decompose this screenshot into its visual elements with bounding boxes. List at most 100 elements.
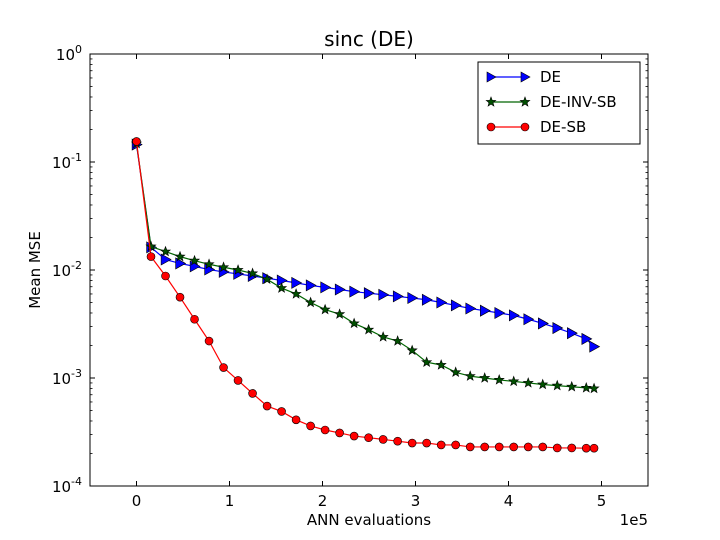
x-tick-label: 5 [597, 492, 607, 510]
data-point [551, 379, 563, 391]
data-point [450, 299, 462, 312]
data-point [349, 285, 361, 298]
data-point [494, 442, 504, 452]
data-point [421, 356, 433, 367]
data-point [246, 267, 259, 279]
x-tick-label: 0 [132, 492, 142, 510]
x-axis-label: ANN evaluations [307, 511, 431, 529]
data-point [145, 240, 157, 252]
data-point [261, 273, 273, 285]
series-de [131, 138, 601, 353]
data-point [406, 344, 418, 356]
data-point [508, 375, 520, 387]
data-point [291, 276, 303, 289]
data-point [393, 436, 402, 446]
data-point [276, 274, 288, 287]
data-point [174, 250, 186, 262]
y-tick-label: 10-2 [52, 259, 82, 280]
legend-item: DE-INV-SB [485, 93, 617, 111]
data-point [392, 290, 404, 303]
data-point [486, 71, 497, 83]
data-point [217, 261, 230, 273]
data-point [494, 306, 506, 319]
data-point [538, 317, 549, 330]
x-axis-offset-label: 1e5 [620, 511, 648, 529]
data-point [364, 433, 373, 443]
data-point [450, 366, 462, 378]
data-point [552, 322, 564, 335]
series-de-sb [132, 137, 599, 453]
data-point [479, 304, 491, 317]
data-point [465, 442, 475, 452]
series-de-inv-sb [130, 137, 600, 394]
data-point [320, 281, 332, 294]
data-point [291, 415, 301, 425]
data-point [509, 442, 519, 452]
y-tick-label: 10-3 [52, 367, 82, 388]
data-point [509, 309, 520, 322]
data-point [204, 336, 214, 346]
data-point [537, 378, 549, 390]
data-point [348, 317, 360, 329]
x-tick-label: 2 [318, 492, 328, 510]
data-point [290, 288, 302, 299]
data-point [451, 440, 460, 450]
data-point [422, 438, 431, 448]
x-tick-label: 1 [225, 492, 235, 510]
data-point [305, 279, 317, 292]
data-point [363, 323, 375, 335]
legend-item: DE-SB [486, 118, 586, 136]
legend-box [477, 61, 641, 145]
data-point [581, 332, 593, 345]
data-point [334, 283, 346, 296]
y-axis-label: Mean MSE [26, 231, 44, 309]
legend-label: DE-SB [540, 118, 586, 136]
data-point [335, 428, 344, 438]
data-point [436, 440, 446, 450]
y-tick-label: 10-1 [52, 151, 82, 172]
legend-label: DE-INV-SB [540, 93, 617, 111]
data-point [248, 389, 257, 398]
data-point [262, 401, 272, 411]
data-point [486, 122, 496, 132]
data-point [190, 314, 199, 324]
data-point [567, 443, 577, 453]
data-point [146, 252, 156, 261]
data-point [159, 245, 172, 257]
data-point [421, 293, 433, 306]
data-point [523, 442, 533, 452]
data-point [378, 435, 388, 444]
data-point [334, 308, 346, 319]
data-point [175, 292, 185, 302]
data-point [552, 443, 562, 453]
data-point [520, 122, 530, 132]
data-point [320, 425, 330, 435]
data-point [538, 442, 548, 452]
data-point [436, 296, 448, 309]
data-point [363, 287, 375, 300]
data-point [435, 359, 447, 370]
data-point [480, 442, 489, 452]
data-point [305, 296, 317, 308]
data-point [377, 331, 389, 342]
y-tick-label: 100 [56, 43, 82, 64]
data-point [520, 71, 531, 83]
data-point [479, 372, 491, 383]
data-point [188, 254, 201, 266]
data-point [349, 431, 359, 441]
data-point [589, 340, 601, 353]
data-point [161, 271, 170, 281]
data-point [485, 96, 497, 107]
data-point [464, 370, 476, 381]
data-point [566, 380, 578, 392]
data-point [132, 137, 141, 146]
data-point [392, 335, 404, 346]
data-point [522, 377, 534, 388]
data-point [276, 282, 288, 293]
data-point [523, 313, 535, 326]
data-point [277, 407, 286, 416]
legend: DE DE-INV-SB DE-SB [477, 61, 641, 145]
chart-title: sinc (DE) [324, 27, 414, 51]
data-point [407, 438, 417, 448]
plot-frame [89, 53, 649, 487]
